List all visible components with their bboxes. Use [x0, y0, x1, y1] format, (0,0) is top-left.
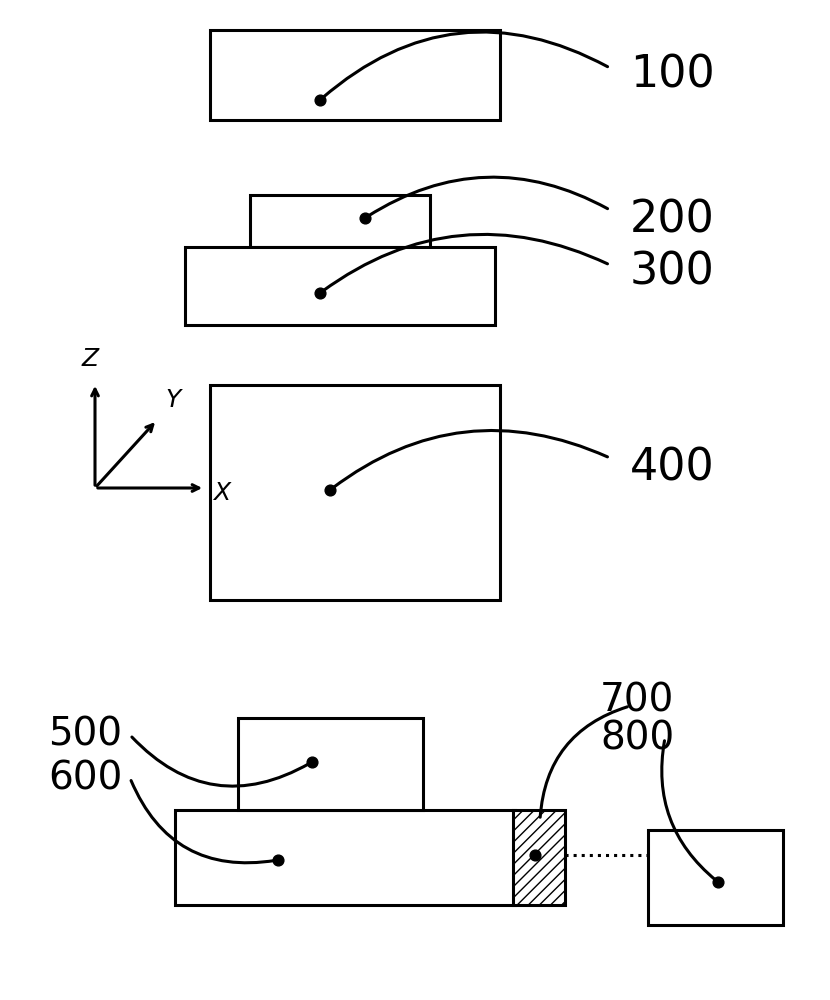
FancyArrowPatch shape [332, 430, 608, 488]
Bar [210, 30, 500, 120]
Point [359, 210, 372, 226]
FancyArrowPatch shape [131, 781, 276, 863]
Point [314, 92, 327, 108]
Text: 200: 200 [630, 198, 715, 241]
Point [314, 285, 327, 301]
Text: 100: 100 [630, 53, 715, 97]
Text: Z: Z [81, 347, 99, 371]
Bar [238, 718, 423, 810]
Bar [250, 195, 430, 247]
FancyArrowPatch shape [662, 741, 715, 880]
Point [305, 754, 319, 770]
Bar [513, 810, 565, 905]
Point [324, 482, 337, 498]
FancyArrowPatch shape [132, 737, 310, 786]
Text: 700: 700 [600, 681, 675, 719]
Bar [648, 830, 783, 925]
Point [529, 847, 542, 863]
FancyArrowPatch shape [322, 32, 608, 98]
Bar [185, 247, 495, 325]
Text: 400: 400 [630, 446, 715, 489]
Text: 300: 300 [630, 250, 715, 294]
Text: Y: Y [165, 388, 180, 412]
Point [711, 874, 725, 890]
FancyArrowPatch shape [540, 707, 627, 817]
Text: 800: 800 [600, 719, 674, 757]
Text: X: X [213, 481, 230, 505]
FancyArrowPatch shape [322, 234, 608, 291]
Point [271, 852, 285, 868]
FancyArrowPatch shape [368, 177, 608, 217]
Bar [175, 810, 515, 905]
Bar [210, 385, 500, 600]
Text: 500: 500 [48, 716, 122, 754]
Text: 600: 600 [48, 759, 122, 797]
